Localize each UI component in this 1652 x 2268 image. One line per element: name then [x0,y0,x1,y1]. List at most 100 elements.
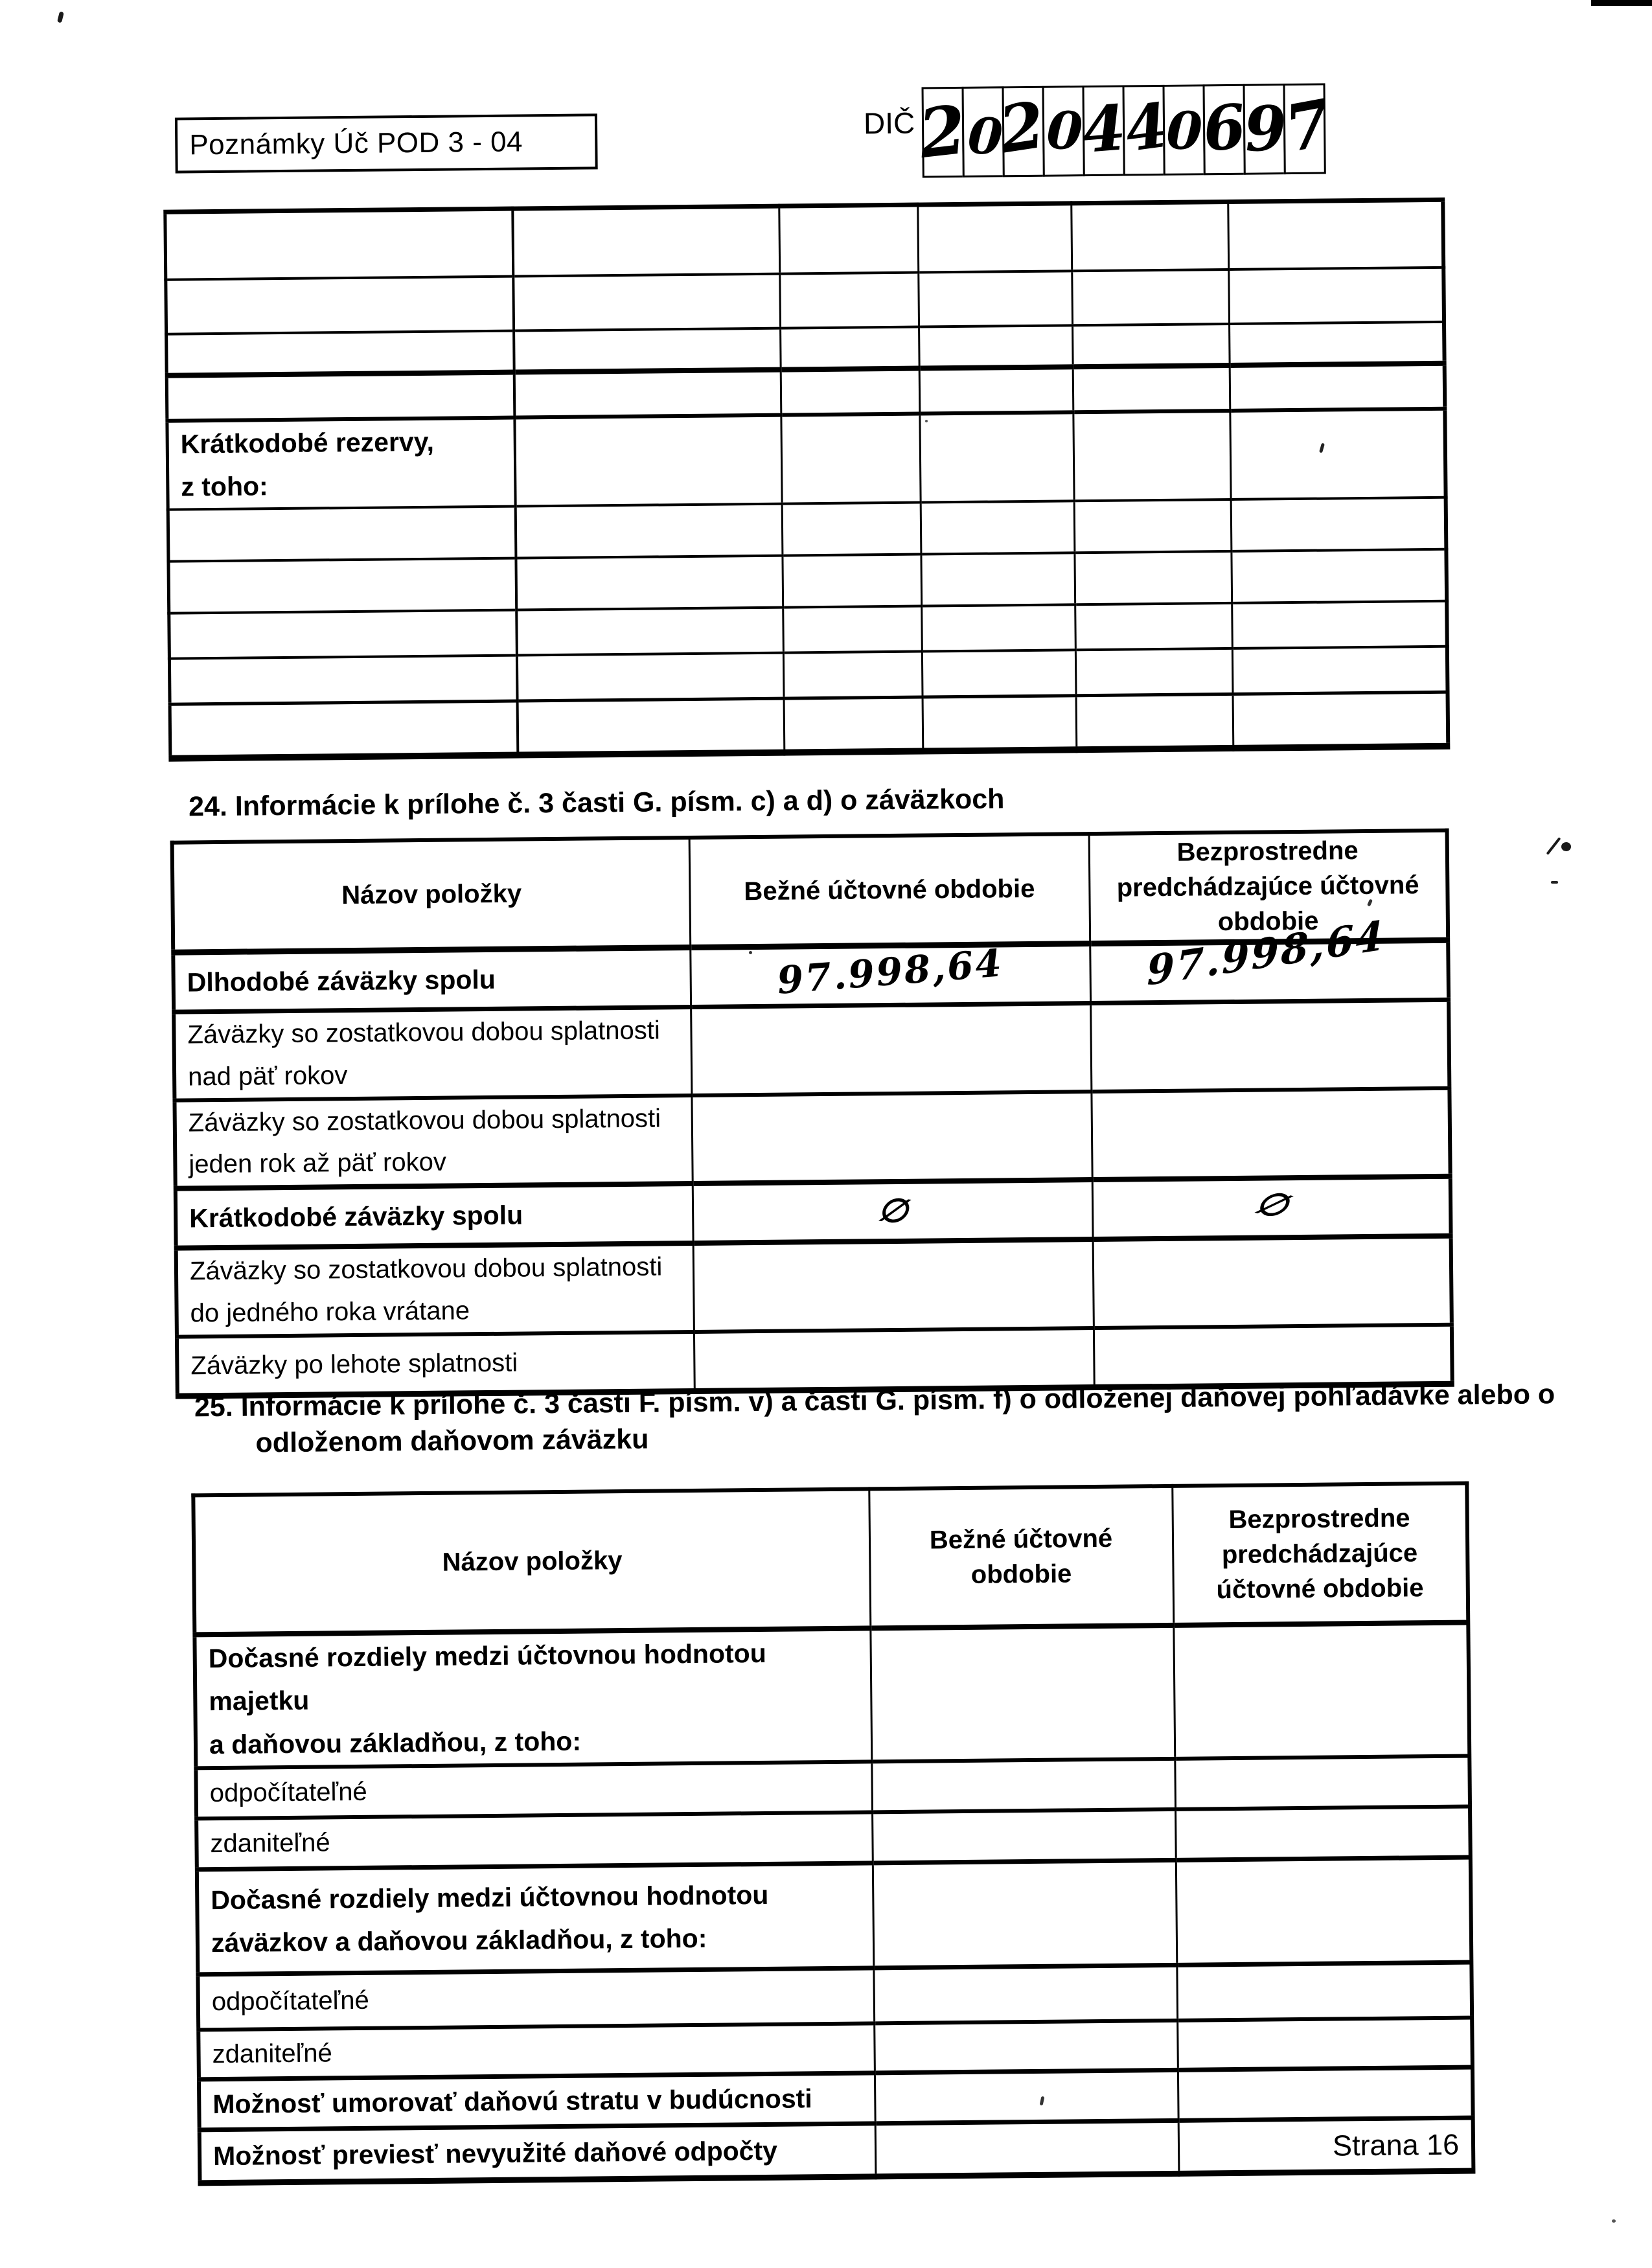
reserves-table-cell [1076,694,1233,750]
reserves-table-cell [1072,323,1230,367]
reserves-table-cell [919,366,1073,414]
reserves-table-cell [1232,647,1447,694]
reserves-table-cell [516,652,785,701]
reserves-table-cell [1073,365,1230,412]
scan-speck [639,1262,641,1265]
reserves-table-cell [512,273,781,331]
table-row: Možnosť previesť nevyužité daňové odpočt… [199,2117,1474,2183]
column-header: Bezprostredne predchádzajúce účtovné obd… [1088,830,1449,944]
reserves-table-cell [165,276,514,334]
reserves-table-cell [1071,201,1229,271]
reserves-table-cell [923,695,1077,751]
table-row: Záväzky so zostatkovou dobou splatnosti … [174,1088,1451,1189]
current-period-value-cell [874,2070,1178,2124]
reserves-table-cell [921,501,1075,555]
reserves-table-cell [780,326,920,370]
previous-period-value-cell [1090,1000,1450,1092]
current-period-value-cell [871,1759,1176,1813]
reserves-table-row [170,692,1448,759]
reserves-table-cell [513,328,781,372]
reserves-table-cell [515,555,783,610]
liabilities-table: Názov položky Bežné účtovné obdobie Bezpro… [170,828,1454,1399]
column-header: Názov položky [193,1489,871,1635]
table-row: Dočasné rozdiely medzi účtovnou hodnotou… [196,1857,1472,1975]
handwritten-value: 97.998,64 [775,941,1005,1003]
row-label: Krátkodobé záväzky spolu [175,1184,693,1248]
previous-period-value-cell [1175,1857,1472,1965]
handwritten-value: ∅ [875,1189,910,1232]
current-period-value-cell [875,2120,1179,2177]
reserves-table-row: Krátkodobé rezervy, z toho: [166,408,1446,510]
reserves-table-cell [1231,498,1446,552]
reserves-table-cell [783,606,923,653]
dic-box: 2 [915,86,970,178]
previous-period-value-cell: ∅ [1092,1176,1451,1240]
reserves-table-cell [782,502,921,556]
row-label: zdaniteľné [196,1812,873,1870]
scan-speck [1612,2219,1616,2223]
reserves-table-cell [166,330,514,376]
reserves-table-cell [1072,269,1230,325]
reserves-table-cell [169,655,518,705]
reserves-table-cell [170,700,518,759]
current-period-value-cell [872,1809,1176,1863]
reserves-table-cell [779,272,919,328]
previous-period-value-cell: 97.998,64 [1090,911,1449,1003]
dic-box: 4 [1079,85,1129,177]
section-25-title: 25. Informácie k prílohe č. 3 časti F. p… [194,1377,1555,1462]
reserves-table-cell [919,325,1073,369]
reserves-table-cell [1228,200,1443,269]
row-label: zdaniteľné [198,2023,875,2079]
reserves-table-cell [781,368,920,415]
dic-box: 7 [1279,83,1337,175]
reserves-table-cell [1075,648,1233,696]
current-period-value-cell [691,1003,1092,1095]
reserves-table-cell [168,506,516,562]
current-period-value-cell [691,1091,1092,1184]
dic-box: 4 [1121,84,1172,176]
reserves-table: Krátkodobé rezervy, z toho: [163,197,1450,762]
row-label: odpočítateľné [198,1967,875,2030]
scan-edge-bar [1591,0,1652,6]
current-period-value-cell: ∅ [692,1180,1093,1244]
dic-handwritten-digit: 7 [1279,85,1337,168]
reserves-table-cell [1233,692,1448,749]
previous-period-value-cell [1092,1235,1452,1328]
reserves-table-cell [516,607,784,656]
column-header: Názov položky [172,838,691,953]
reserves-table-cell [781,413,921,504]
column-header: Bežné účtovné obdobie [689,834,1090,948]
reserves-table-cell [1075,603,1233,650]
reserves-table-cell [784,696,923,753]
dic-label: DIČ [863,106,915,141]
row-label: odpočítateľné [196,1761,873,1819]
reserves-table-cell [1230,363,1445,411]
current-period-value-cell [873,1965,1178,2024]
scan-speck [1551,881,1558,884]
reserves-table-cell [1073,410,1232,501]
reserves-table-cell [168,558,516,614]
dic-handwritten-digit: 2 [914,90,970,174]
reserves-table-cell [168,610,517,659]
row-label: Možnosť previesť nevyužité daňové odpočt… [199,2123,876,2183]
current-period-value-cell [693,1239,1094,1332]
reserves-table-cell [1074,499,1232,553]
row-label: Dočasné rozdiely medzi účtovnou hodnotou… [194,1628,872,1769]
reserves-table-cell [1230,408,1446,500]
reserves-table-cell [922,650,1077,697]
previous-period-value-cell [1175,1806,1471,1861]
dic-handwritten-digit: 6 [1199,91,1249,166]
scan-speck [749,951,752,954]
row-label: Záväzky so zostatkovou dobou splatnosti … [174,1095,693,1189]
column-header: Bezprostredne predchádzajúce účtovné obd… [1172,1483,1469,1625]
reserves-table-cell [515,503,783,558]
reserves-table-cell [918,270,1073,327]
scan-speck [925,420,928,422]
previous-period-value-cell [1177,2067,1473,2121]
reserves-table-cell [517,698,785,755]
form-code-label: Poznámky Úč POD 3 - 04 [189,126,523,161]
reserves-table-cell [1228,267,1444,324]
form-code-box: Poznámky Úč POD 3 - 04 [174,113,598,174]
